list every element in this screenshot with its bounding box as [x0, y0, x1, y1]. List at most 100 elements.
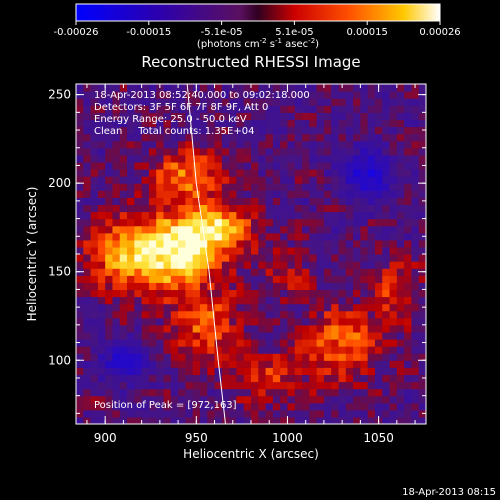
heatmap-cell	[338, 395, 347, 404]
heatmap-cell	[148, 176, 157, 184]
heatmap-cell	[272, 169, 281, 177]
heatmap-cell	[309, 119, 318, 128]
heatmap-cell	[83, 317, 92, 326]
heatmap-cell	[192, 360, 201, 368]
heatmap-cell	[141, 381, 150, 390]
heatmap-cell	[411, 395, 420, 404]
heatmap-cell	[236, 353, 245, 361]
heatmap-cell	[316, 133, 325, 142]
heatmap-cell	[127, 317, 135, 326]
heatmap-cell	[221, 388, 230, 397]
heatmap-cell	[156, 169, 165, 177]
heatmap-cell	[353, 119, 361, 128]
heatmap-cell	[185, 183, 194, 191]
heatmap-cell	[178, 339, 186, 347]
heatmap-cell	[127, 211, 135, 220]
heatmap-cell	[185, 339, 194, 347]
heatmap-cell	[163, 225, 172, 234]
heatmap-cell	[338, 133, 347, 142]
heatmap-cell	[404, 324, 413, 333]
heatmap-cell	[236, 239, 245, 248]
heatmap-cell	[382, 246, 391, 255]
heatmap-cell	[134, 416, 143, 424]
heatmap-cell	[148, 225, 157, 234]
heatmap-cell	[141, 416, 150, 424]
heatmap-cell	[331, 360, 340, 368]
heatmap-cell	[382, 395, 391, 404]
heatmap-cell	[404, 346, 413, 354]
heatmap-cell	[221, 381, 230, 390]
heatmap-cell	[287, 296, 296, 305]
heatmap-cell	[214, 154, 223, 163]
heatmap-cell	[192, 289, 201, 298]
heatmap-cell	[178, 409, 186, 418]
heatmap-cell	[112, 310, 121, 319]
heatmap-cell	[192, 324, 201, 333]
heatmap-cell	[199, 147, 208, 156]
heatmap-cell	[134, 310, 143, 319]
heatmap-cell	[360, 133, 369, 142]
heatmap-cell	[302, 339, 310, 347]
heatmap-cell	[243, 346, 252, 354]
heatmap-cell	[404, 140, 413, 149]
heatmap-cell	[170, 105, 179, 113]
heatmap-cell	[236, 98, 245, 106]
heatmap-cell	[294, 161, 303, 170]
heatmap-cell	[389, 388, 398, 397]
heatmap-cell	[411, 154, 420, 163]
heatmap-cell	[76, 402, 84, 411]
heatmap-cell	[389, 409, 398, 418]
heatmap-cell	[316, 169, 325, 177]
heatmap-cell	[316, 119, 325, 128]
heatmap-cell	[221, 126, 230, 135]
heatmap-cell	[258, 112, 267, 121]
heatmap-cell	[192, 176, 201, 184]
heatmap-cell	[170, 409, 179, 418]
heatmap-cell	[214, 310, 223, 319]
heatmap-cell	[396, 225, 405, 234]
heatmap-cell	[119, 339, 128, 347]
heatmap-cell	[148, 374, 157, 383]
heatmap-cell	[251, 360, 259, 368]
heatmap-cell	[287, 140, 296, 149]
heatmap-cell	[192, 367, 201, 376]
heatmap-cell	[309, 112, 318, 121]
heatmap-cell	[156, 154, 165, 163]
heatmap-cell	[243, 133, 252, 142]
heatmap-cell	[163, 261, 172, 269]
heatmap-cell	[404, 161, 413, 170]
heatmap-cell	[163, 232, 172, 241]
heatmap-cell	[302, 346, 310, 354]
heatmap-cell	[134, 176, 143, 184]
heatmap-cell	[105, 416, 114, 424]
heatmap-cell	[236, 232, 245, 241]
heatmap-cell	[83, 381, 92, 390]
colorbar-tick-label: 5.1e-05	[275, 27, 313, 38]
heatmap-cell	[141, 254, 150, 262]
heatmap-cell	[236, 140, 245, 149]
heatmap-cell	[309, 296, 318, 305]
heatmap-cell	[170, 289, 179, 298]
heatmap-cell	[229, 190, 238, 198]
heatmap-cell	[243, 140, 252, 149]
heatmap-cell	[389, 147, 398, 156]
heatmap-cell	[156, 282, 165, 291]
heatmap-cell	[404, 409, 413, 418]
heatmap-cell	[389, 339, 398, 347]
heatmap-cell	[119, 133, 128, 142]
heatmap-cell	[418, 360, 426, 368]
heatmap-cell	[105, 367, 114, 376]
heatmap-cell	[345, 91, 354, 99]
heatmap-cell	[280, 105, 289, 113]
heatmap-cell	[272, 140, 281, 149]
heatmap-cell	[112, 353, 121, 361]
heatmap-cell	[258, 239, 267, 248]
heatmap-cell	[258, 254, 267, 262]
heatmap-cell	[323, 367, 332, 376]
heatmap-cell	[418, 98, 426, 106]
heatmap-cell	[243, 395, 252, 404]
heatmap-cell	[243, 105, 252, 113]
heatmap-cell	[76, 169, 84, 177]
heatmap-cell	[207, 154, 216, 163]
heatmap-cell	[345, 225, 354, 234]
